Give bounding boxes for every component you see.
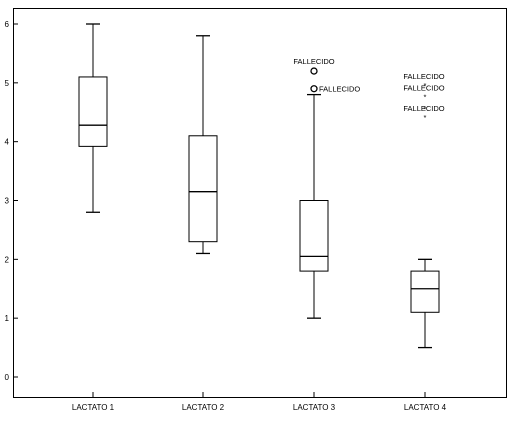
y-tick-label: 6	[5, 20, 10, 29]
outlier-star: *	[424, 113, 427, 122]
box-iqr	[188, 135, 218, 243]
x-category-label: LACTATO 3	[293, 403, 336, 412]
box-iqr	[78, 76, 108, 147]
outlier-label: FALLECIDO	[403, 72, 444, 81]
y-tick-label: 5	[5, 79, 10, 88]
y-tick-label: 1	[5, 314, 10, 323]
y-tick-label: 4	[5, 138, 10, 147]
box-iqr	[410, 270, 440, 313]
outlier-label: FALLECIDO	[403, 84, 444, 93]
outlier-star: *	[424, 81, 427, 90]
x-category-label: LACTATO 4	[404, 403, 447, 412]
outlier-label: FALLECIDO	[319, 85, 360, 94]
x-category-label: LACTATO 1	[72, 403, 115, 412]
plot-frame	[13, 8, 507, 398]
outlier-star: *	[424, 93, 427, 102]
outlier-label: FALLECIDO	[293, 57, 334, 66]
outlier-label: FALLECIDO	[403, 104, 444, 113]
outlier-circle	[310, 67, 318, 75]
outlier-star: *	[424, 104, 427, 113]
y-tick-label: 0	[5, 373, 10, 382]
box-iqr	[299, 200, 329, 272]
y-tick-label: 2	[5, 255, 10, 264]
x-category-label: LACTATO 2	[182, 403, 225, 412]
y-tick-label: 3	[5, 197, 10, 206]
outlier-circle	[310, 85, 318, 93]
